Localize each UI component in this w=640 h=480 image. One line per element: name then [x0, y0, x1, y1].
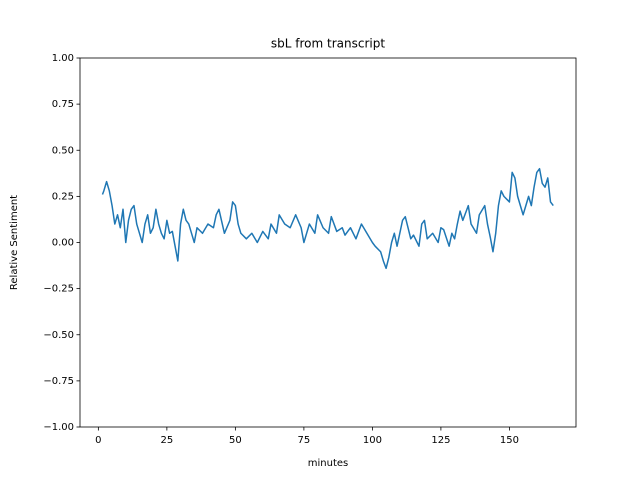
chart-title: sbL from transcript [271, 37, 385, 51]
y-tick-label: −0.50 [43, 330, 74, 341]
x-tick-label: 75 [298, 435, 311, 446]
x-tick-label: 25 [161, 435, 174, 446]
x-axis-label: minutes [308, 458, 348, 469]
x-tick-label: 100 [363, 435, 382, 446]
y-tick-label: 0.25 [52, 191, 74, 202]
y-tick-label: −0.75 [43, 376, 74, 387]
y-tick-label: 1.00 [52, 53, 74, 64]
y-tick-label: 0.00 [52, 238, 74, 249]
x-tick-label: 125 [431, 435, 450, 446]
data-line [101, 167, 554, 270]
y-tick-label: 0.50 [52, 145, 74, 156]
axes-frame [79, 57, 577, 428]
y-axis-label: Relative Sentiment [9, 195, 20, 290]
x-tick-label: 50 [229, 435, 242, 446]
y-tick-label: −1.00 [43, 422, 74, 433]
y-tick-label: −0.25 [43, 284, 74, 295]
y-tick-label: 0.75 [52, 99, 74, 110]
x-tick-label: 0 [95, 435, 101, 446]
x-tick-label: 150 [500, 435, 519, 446]
